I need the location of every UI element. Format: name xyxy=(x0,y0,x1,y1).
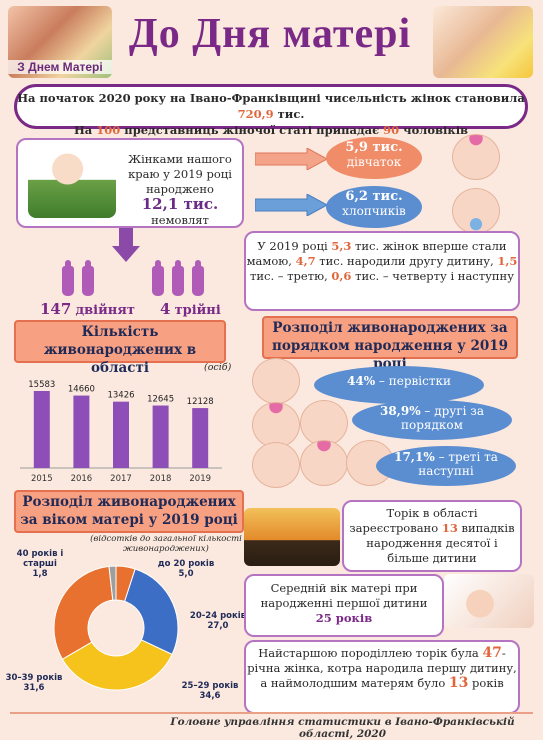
girls-number: 5,9 тис. xyxy=(345,140,403,155)
avg-age-box: Середній вік матері при народженні першо… xyxy=(244,574,444,637)
slice-value: 1,8 xyxy=(32,569,47,579)
age-chart-title: Розподіл живонароджених за віком матері … xyxy=(14,490,244,533)
baby-photo xyxy=(28,148,116,218)
births-bar-chart: 15583 2015 14660 2016 13426 2017 12645 2018 1212… xyxy=(20,380,222,484)
bar-value-label: 13426 xyxy=(107,391,134,401)
bottle-icon xyxy=(62,260,74,296)
footer-source: Головне управління статистики в Івано-Фр… xyxy=(170,716,515,740)
girls-cloud: 5,9 тис. дівчаток xyxy=(326,137,422,179)
bottle-icon xyxy=(192,260,204,296)
bar-category-label: 2019 xyxy=(189,474,211,484)
births-text: Жінками нашого краю у 2019 році народжен… xyxy=(128,152,232,227)
slice-label: до 20 років xyxy=(158,558,214,569)
intro-line-1: На початок 2020 року на Івано-Франківщин… xyxy=(17,91,525,121)
holiday-badge: З Днем Матері xyxy=(8,60,112,74)
birth-order-counts-box: У 2019 році 5,3 тис. жінок вперше стали … xyxy=(244,231,520,311)
bar-2018 xyxy=(152,405,169,468)
slice-label: 20-24 років xyxy=(190,610,246,621)
boys-number: 6,2 тис. xyxy=(345,189,403,204)
slice-label: старші xyxy=(23,558,57,569)
arrow-down xyxy=(112,228,140,262)
slice-value: 27,0 xyxy=(208,621,229,631)
footer-line xyxy=(10,712,533,714)
order-cloud-third: 17,1% – треті та наступні xyxy=(376,446,516,486)
bar-category-label: 2015 xyxy=(31,474,53,484)
mother-child-photo-left: З Днем Матері xyxy=(8,6,112,78)
order-chart-title: Розподіл живонароджених за порядком наро… xyxy=(262,316,518,372)
bar-category-label: 2017 xyxy=(110,474,132,484)
intro-line-2: На 100 представниць жіночої статі припад… xyxy=(73,123,469,137)
boys-label: хлопчиків xyxy=(342,204,406,218)
mother-child-photo-right xyxy=(433,6,533,78)
bar-value-label: 12645 xyxy=(147,395,174,405)
donut-slice xyxy=(53,565,114,660)
bar-chart-unit: (осіб) xyxy=(204,362,232,373)
bar-2016 xyxy=(73,395,90,468)
avg-age-value: 25 років xyxy=(315,611,373,625)
bar-category-label: 2018 xyxy=(150,474,172,484)
bar-chart-title: Кількість живонароджених в області xyxy=(14,320,226,376)
births-number: 12,1 тис. xyxy=(141,195,219,213)
bottle-icon xyxy=(82,260,94,296)
slice-label: 25–29 років xyxy=(182,680,239,691)
slice-value: 34,6 xyxy=(200,691,221,701)
girls-label: дівчаток xyxy=(346,155,402,169)
bar-2015 xyxy=(33,391,50,468)
slice-label: 30–39 років xyxy=(6,672,63,683)
donut-slice xyxy=(61,639,173,691)
triplets-stat: 4 трійні xyxy=(160,300,221,318)
baby-face-icon xyxy=(252,402,300,448)
twins-stat: 147 двійнят xyxy=(40,300,135,318)
bar-2019 xyxy=(192,408,209,468)
baby-face-icon xyxy=(300,440,348,486)
slice-label: 40 років і xyxy=(17,548,64,559)
bar-category-label: 2016 xyxy=(71,474,93,484)
arrow-to-boys xyxy=(255,194,327,216)
bottle-icon xyxy=(172,260,184,296)
donut-slice xyxy=(108,565,117,601)
slice-value: 5,0 xyxy=(178,569,193,579)
page-title: До Дня матері xyxy=(128,11,412,57)
boys-cloud: 6,2 тис. хлопчиків xyxy=(326,186,422,228)
intro-oval: На початок 2020 року на Івано-Франківщин… xyxy=(14,84,528,137)
baby-face-icon xyxy=(252,358,300,404)
bar-value-label: 14660 xyxy=(68,385,95,395)
family-silhouette-photo xyxy=(244,508,340,566)
oldest-mother-box: Найстаршою породіллею торік була 47-річн… xyxy=(244,640,520,714)
baby-girl-icon xyxy=(452,134,500,180)
bar-2017 xyxy=(113,401,129,468)
baby-face-icon xyxy=(252,442,300,488)
bottle-icon xyxy=(152,260,164,296)
bar-value-label: 12128 xyxy=(187,397,214,407)
donut-slice xyxy=(124,568,179,656)
births-box: Жінками нашого краю у 2019 році народжен… xyxy=(16,138,244,228)
mother-baby-photo xyxy=(444,574,534,628)
order-cloud-second: 38,9% – другі за порядком xyxy=(352,400,512,440)
slice-value: 31,6 xyxy=(24,683,45,693)
order-cloud-first: 44% – первістки xyxy=(314,366,484,404)
baby-boy-icon xyxy=(452,188,500,234)
arrow-to-girls xyxy=(255,148,327,170)
bar-value-label: 15583 xyxy=(28,380,55,390)
age-chart-note: (відсотків до загальної кількості живона… xyxy=(90,534,242,554)
tenth-child-box: Торік в області зареєстровано 13 випадкі… xyxy=(342,500,522,572)
